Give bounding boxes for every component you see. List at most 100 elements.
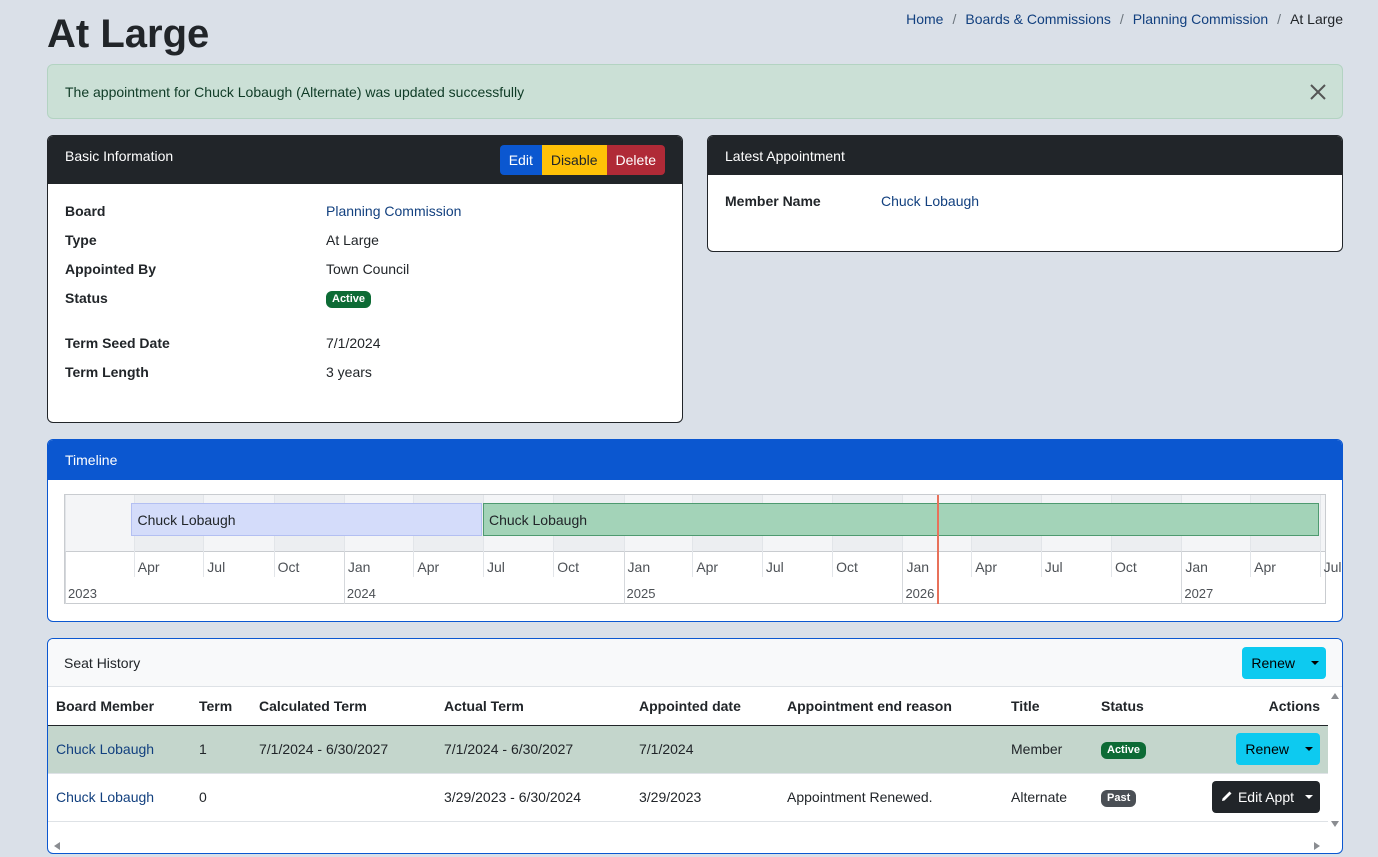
board-member-link[interactable]: Chuck Lobaugh [56, 741, 155, 757]
column-header: Actions [1193, 687, 1328, 726]
row-renew-split-button[interactable]: Renew [1236, 733, 1320, 765]
timeline-month-label: Jul [765, 559, 784, 575]
column-header: Title [1003, 687, 1093, 726]
timeline-month-label: Apr [975, 559, 998, 575]
latest-appointment-card: Latest Appointment Member Name Chuck Lob… [707, 135, 1343, 252]
timeline-year-label: 2023 [68, 586, 97, 601]
breadcrumb-home[interactable]: Home [906, 11, 944, 27]
timeline-month-tick [1250, 551, 1252, 577]
success-alert: The appointment for Chuck Lobaugh (Alter… [47, 64, 1343, 119]
table-row: Chuck Lobaugh 1 7/1/2024 - 6/30/2027 7/1… [48, 725, 1328, 774]
timeline-month-label: Jul [1044, 559, 1063, 575]
timeline-month-label: Jul [486, 559, 505, 575]
latest-appointment-header: Latest Appointment [708, 136, 1342, 175]
status-badge: Active [1101, 741, 1147, 759]
page-title: At Large [47, 12, 210, 56]
appointed-by-value: Town Council [326, 261, 410, 277]
delete-button[interactable]: Delete [606, 145, 665, 175]
term-cell: 0 [191, 773, 251, 822]
title-cell: Alternate [1003, 773, 1093, 822]
timeline-month-tick [1111, 551, 1113, 577]
member-name-link[interactable]: Chuck Lobaugh [881, 193, 980, 209]
timeline-year-label: 2024 [346, 586, 376, 601]
timeline-month-tick [692, 551, 694, 577]
breadcrumb: Home / Boards & Commissions / Planning C… [906, 11, 1343, 27]
breadcrumb-boards[interactable]: Boards & Commissions [965, 11, 1111, 27]
board-link[interactable]: Planning Commission [326, 203, 462, 219]
timeline-month-label: Jan [1185, 559, 1208, 575]
timeline-month-label: Oct [1115, 559, 1137, 575]
breadcrumb-separator: / [1277, 11, 1282, 27]
latest-appointment-title: Latest Appointment [725, 147, 845, 164]
timeline-year-tick [902, 551, 904, 604]
close-icon[interactable] [1308, 82, 1328, 102]
calculated-term-cell [251, 773, 436, 822]
breadcrumb-separator: / [952, 11, 957, 27]
edit-button[interactable]: Edit [499, 145, 542, 175]
title-cell: Member [1003, 725, 1093, 774]
actual-term-cell: 7/1/2024 - 6/30/2027 [436, 725, 631, 774]
table-row: Chuck Lobaugh 0 3/29/2023 - 6/30/2024 3/… [48, 773, 1328, 822]
edit-appt-button[interactable]: Edit Appt [1212, 789, 1298, 805]
column-header: Term [191, 687, 251, 726]
chevron-down-icon[interactable] [1304, 647, 1326, 679]
timeline-month-label: Jan [347, 559, 371, 575]
timeline-month-tick [133, 551, 135, 577]
actual-term-cell: 3/29/2023 - 6/30/2024 [436, 773, 631, 822]
timeline-month-label: Oct [277, 559, 300, 575]
column-header: Actual Term [436, 687, 631, 726]
pencil-icon [1221, 789, 1233, 805]
edit-appt-label: Edit Appt [1237, 789, 1294, 805]
timeline-bar[interactable]: Chuck Lobaugh [131, 503, 483, 536]
term-length-value: 3 years [326, 364, 372, 380]
timeline-year-label: 2025 [626, 586, 656, 601]
timeline-month-tick [413, 551, 415, 577]
timeline-month-label: Oct [557, 559, 580, 575]
timeline-quarter-band [1319, 495, 1325, 551]
renew-button[interactable]: Renew [1251, 654, 1295, 671]
basic-info-actions: Edit Disable Delete [499, 145, 665, 175]
table-header-row: Board Member Term Calculated Term Actual… [48, 687, 1328, 726]
timeline-month-label: Apr [417, 559, 440, 575]
timeline-year-tick [343, 551, 345, 604]
timeline-year-label: 2027 [1184, 586, 1214, 601]
status-badge: Past [1101, 789, 1137, 807]
seat-history-title: Seat History [64, 654, 141, 671]
term-cell: 1 [191, 725, 251, 774]
type-label: Type [65, 232, 97, 248]
timeline-header: Timeline [48, 440, 1342, 480]
breadcrumb-planning-commission[interactable]: Planning Commission [1132, 11, 1269, 27]
status-badge: Active [326, 291, 372, 308]
chevron-down-icon[interactable] [1298, 781, 1320, 813]
basic-information-title: Basic Information [65, 148, 174, 164]
timeline-bar[interactable]: Chuck Lobaugh [482, 503, 1319, 536]
board-member-link[interactable]: Chuck Lobaugh [56, 789, 155, 805]
basic-information-header: Basic Information Edit Disable Delete [48, 136, 682, 184]
term-seed-date-label: Term Seed Date [65, 335, 170, 351]
row-renew-button[interactable]: Renew [1245, 741, 1289, 757]
timeline-month-tick [553, 551, 555, 577]
end-reason-cell: Appointment Renewed. [779, 773, 1003, 822]
appointed-date-cell: 3/29/2023 [631, 773, 779, 822]
timeline-current-date-marker [936, 495, 939, 604]
timeline-month-label: Jul [207, 559, 226, 575]
timeline-year-tick [1181, 551, 1183, 604]
timeline-month-label: Jan [906, 559, 930, 575]
column-header: Calculated Term [251, 687, 436, 726]
member-name-label: Member Name [725, 193, 821, 209]
column-header: Status [1093, 687, 1193, 726]
horizontal-scrollbar[interactable] [48, 839, 1328, 853]
timeline-month-label: Jul [1323, 559, 1342, 575]
disable-button[interactable]: Disable [541, 145, 607, 175]
timeline-axis-line [65, 551, 1325, 552]
timeline-title: Timeline [65, 452, 118, 468]
timeline-month-tick [203, 551, 205, 577]
edit-appt-split-button[interactable]: Edit Appt [1211, 781, 1320, 813]
renew-split-button[interactable]: Renew [1242, 646, 1326, 679]
chevron-down-icon[interactable] [1298, 733, 1320, 765]
vertical-scrollbar[interactable] [1328, 687, 1342, 833]
timeline-quarter-band [65, 495, 134, 551]
timeline-month-tick [761, 551, 763, 577]
column-header: Appointment end reason [779, 687, 1003, 726]
end-reason-cell [779, 725, 1003, 774]
